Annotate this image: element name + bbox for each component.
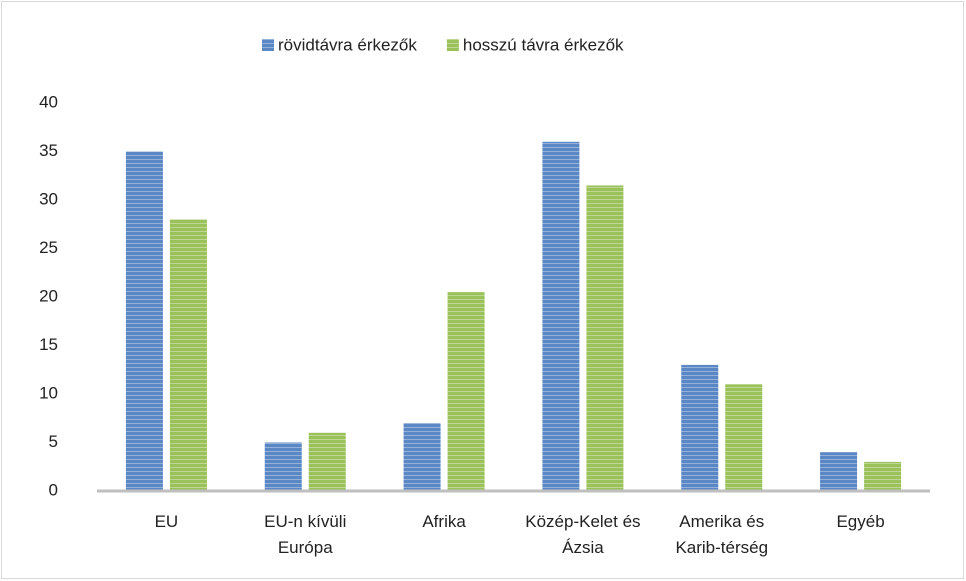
y-tick-label: 25 <box>39 238 58 257</box>
bar <box>864 461 902 491</box>
legend-swatch <box>262 39 274 51</box>
bar <box>681 364 719 491</box>
y-tick-label: 0 <box>49 480 58 499</box>
y-tick-label: 35 <box>39 141 58 160</box>
legend-label: rövidtávra érkezők <box>278 35 417 54</box>
bar <box>403 423 441 491</box>
bar <box>542 141 580 492</box>
bar <box>725 384 763 491</box>
bar <box>264 442 302 491</box>
x-tick-label: EU-n kívüli Európa <box>264 512 347 557</box>
y-tick-label: 15 <box>39 335 58 354</box>
bar <box>447 292 485 491</box>
y-tick-label: 10 <box>39 383 58 402</box>
bar <box>820 452 858 491</box>
bar <box>308 432 346 491</box>
x-tick-label: Afrika <box>422 512 466 531</box>
y-tick-label: 5 <box>49 432 58 451</box>
legend-label: hosszú távra érkezők <box>463 35 624 54</box>
y-tick-label: 20 <box>39 286 58 305</box>
x-tick-label: Egyéb <box>836 512 885 531</box>
bar <box>586 185 624 491</box>
bar <box>169 219 207 491</box>
x-tick-label: Közép-Kelet és Ázsia <box>525 512 641 557</box>
x-tick-label: Amerika és Karib-térség <box>675 512 769 557</box>
legend-swatch <box>446 39 459 51</box>
y-tick-label: 30 <box>39 189 58 208</box>
x-tick-label: EU <box>154 512 179 531</box>
y-tick-label: 40 <box>39 92 58 111</box>
bar <box>125 151 163 491</box>
